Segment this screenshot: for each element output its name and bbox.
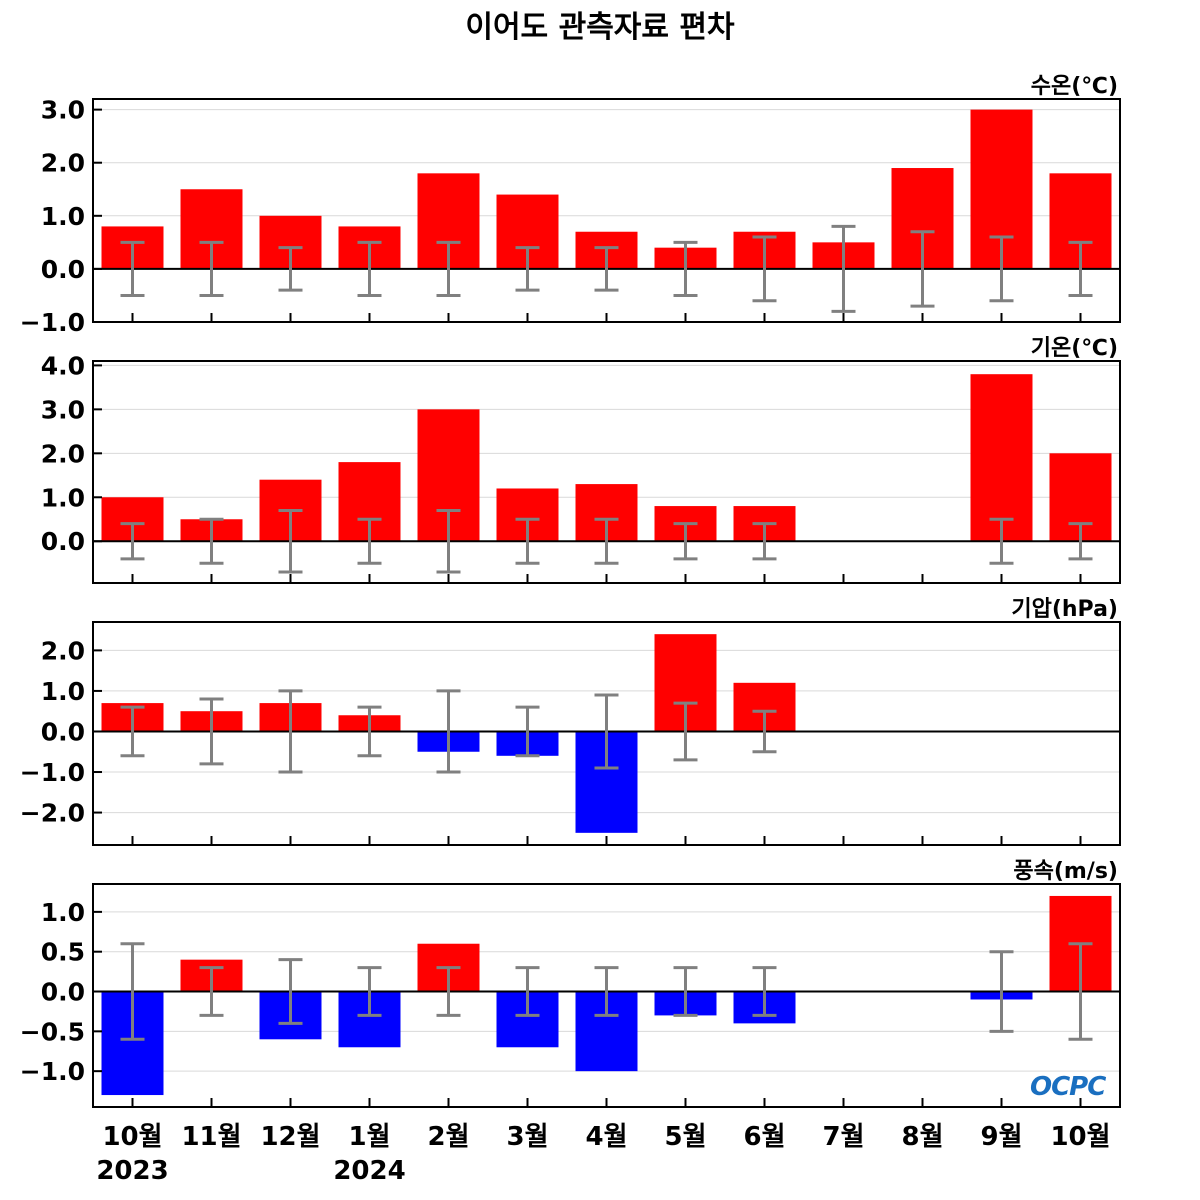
error-bar xyxy=(120,240,145,297)
y-tick-label: 1.0 xyxy=(41,483,85,512)
y-tick-label: 3.0 xyxy=(41,96,85,125)
x-tick-label: 1월 xyxy=(348,1122,390,1152)
error-bar xyxy=(120,522,145,561)
panel-label: 풍속(m/s) xyxy=(1013,859,1118,884)
y-tick-label: 0.0 xyxy=(41,978,85,1007)
y-tick-label: 0.0 xyxy=(41,717,85,746)
x-tick-label: 9월 xyxy=(980,1122,1022,1152)
error-bar xyxy=(120,705,145,758)
y-tick-label: −2.0 xyxy=(20,799,85,828)
error-bar xyxy=(515,705,540,758)
error-bar xyxy=(120,942,145,1041)
y-tick-label: −1.0 xyxy=(20,1057,85,1086)
error-bar xyxy=(436,508,461,574)
panel-label: 기압(hPa) xyxy=(1011,597,1118,622)
x-tick-label: 6월 xyxy=(743,1122,785,1152)
x-tick-label: 10월 xyxy=(1050,1122,1110,1152)
error-bar xyxy=(278,689,303,774)
y-tick-label: −0.5 xyxy=(20,1017,85,1046)
bar xyxy=(970,374,1033,542)
error-bar xyxy=(752,709,777,754)
panel-label: 수온(℃) xyxy=(1031,74,1118,99)
error-bar xyxy=(357,240,382,297)
panel-4: 1.0 0.5 0.0 −0.5 −1.0 풍속(m/s) xyxy=(20,859,1121,1108)
y-tick-label: 2.0 xyxy=(41,439,85,468)
x-tick-label: 5월 xyxy=(664,1122,706,1152)
error-bar xyxy=(673,240,698,297)
y-tick-label: 3.0 xyxy=(41,395,85,424)
x-tick-label: 8월 xyxy=(901,1122,943,1152)
error-bar xyxy=(594,517,619,565)
panel-2: 4.0 3.0 2.0 1.0 0.0 기온(℃) xyxy=(41,336,1121,584)
error-bar xyxy=(752,522,777,561)
error-bar xyxy=(989,235,1014,303)
error-bar xyxy=(1068,522,1093,561)
y-tick-label: 2.0 xyxy=(41,636,85,665)
panel-3: 2.0 1.0 0.0 −1.0 −2.0 기압(hPa) xyxy=(20,597,1121,846)
y-tick-label: 2.0 xyxy=(41,149,85,178)
error-bar xyxy=(1068,942,1093,1041)
x-tick-label: 10월 xyxy=(102,1122,162,1152)
error-bar xyxy=(436,966,461,1017)
error-bar xyxy=(752,235,777,303)
y-tick-label: 1.0 xyxy=(41,202,85,231)
error-bar xyxy=(199,966,224,1017)
error-bar xyxy=(357,966,382,1017)
error-bar xyxy=(673,701,698,762)
ocpc-logo: OCPC xyxy=(1030,1072,1106,1102)
y-tick-label: 1.0 xyxy=(41,898,85,927)
y-tick-label: 4.0 xyxy=(41,351,85,380)
error-bar xyxy=(357,705,382,758)
y-tick-label: 0.5 xyxy=(41,938,85,967)
error-bar xyxy=(989,517,1014,565)
x-tick-label: 11월 xyxy=(181,1122,241,1152)
error-bar xyxy=(199,697,224,766)
error-bar xyxy=(831,224,856,313)
error-bar xyxy=(752,966,777,1017)
y-tick-label: 0.0 xyxy=(41,527,85,556)
error-bar xyxy=(673,522,698,561)
error-bar xyxy=(910,230,935,308)
error-bar xyxy=(278,958,303,1025)
error-bar xyxy=(436,689,461,774)
x-tick-label: 3월 xyxy=(506,1122,548,1152)
error-bar xyxy=(515,246,540,292)
year-label: 2023 xyxy=(96,1156,168,1186)
y-tick-label: 0.0 xyxy=(41,255,85,284)
chart-title: 이어도 관측자료 편차 xyxy=(465,10,735,45)
error-bar xyxy=(278,508,303,574)
error-bar xyxy=(989,950,1014,1033)
error-bar xyxy=(594,693,619,770)
error-bar xyxy=(436,240,461,297)
x-tick-label: 4월 xyxy=(585,1122,627,1152)
error-bar xyxy=(515,517,540,565)
error-bar xyxy=(673,966,698,1017)
error-bar xyxy=(594,966,619,1017)
error-bar xyxy=(1068,240,1093,297)
year-label: 2024 xyxy=(333,1156,405,1186)
error-bar xyxy=(515,966,540,1017)
x-tick-label: 7월 xyxy=(822,1122,864,1152)
error-bar xyxy=(199,517,224,565)
panel-1: 3.0 2.0 1.0 0.0 −1.0 수온(℃) xyxy=(20,74,1121,337)
x-tick-label: 12월 xyxy=(260,1122,320,1152)
error-bar xyxy=(199,240,224,297)
y-tick-label: 1.0 xyxy=(41,677,85,706)
x-tick-label: 2월 xyxy=(427,1122,469,1152)
error-bar xyxy=(594,246,619,292)
error-bar xyxy=(357,517,382,565)
error-bar xyxy=(278,246,303,292)
panel-label: 기온(℃) xyxy=(1031,336,1118,361)
y-tick-label: −1.0 xyxy=(20,308,85,337)
y-tick-label: −1.0 xyxy=(20,758,85,787)
